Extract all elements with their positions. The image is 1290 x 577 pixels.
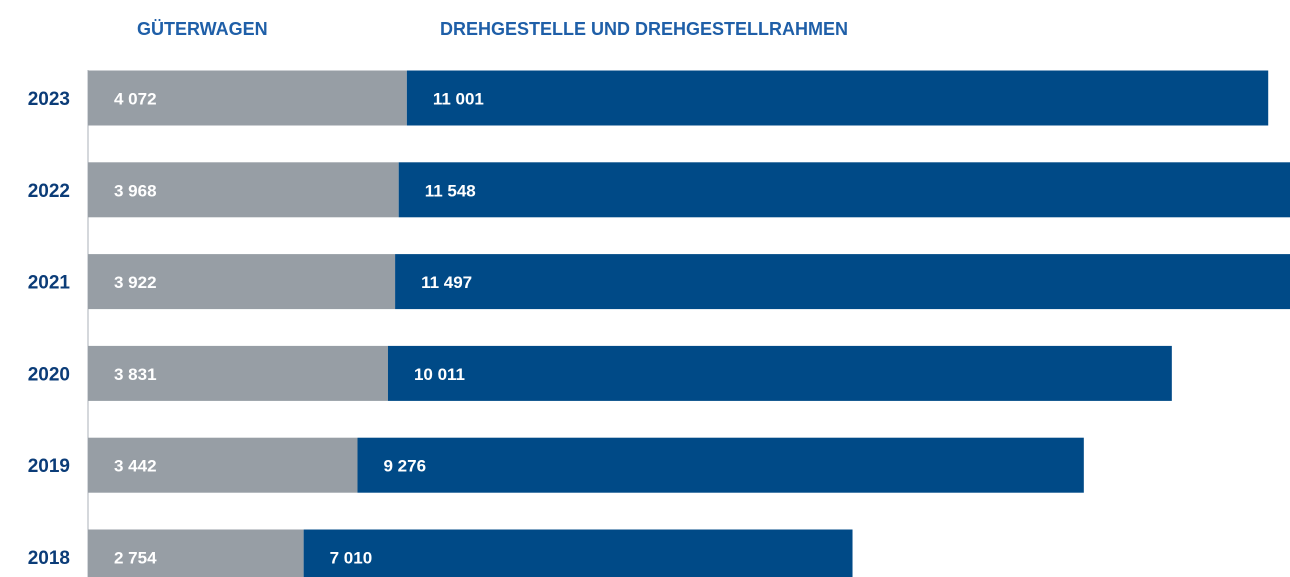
legend-label: DREHGESTELLE UND DREHGESTELLRAHMEN <box>440 19 848 39</box>
bar-segment <box>395 254 1290 310</box>
value-label: 11 497 <box>421 273 472 292</box>
bar-segment <box>398 162 1290 218</box>
value-label: 7 010 <box>330 548 373 567</box>
value-label: 2 754 <box>114 548 157 567</box>
bar-segment <box>88 254 396 310</box>
value-label: 9 276 <box>384 457 427 476</box>
bar-segment <box>406 70 1269 126</box>
y-tick-label: 2020 <box>28 364 70 385</box>
value-label: 11 548 <box>425 181 476 200</box>
bar-segment <box>88 529 304 577</box>
value-label: 4 072 <box>114 89 157 108</box>
y-tick-label: 2023 <box>28 89 70 110</box>
value-label: 10 011 <box>414 365 465 384</box>
y-tick-label: 2022 <box>28 181 70 202</box>
bar-segment <box>357 437 1084 493</box>
bar-segment <box>88 437 358 493</box>
bar-segment <box>303 529 853 577</box>
bar-segment <box>88 70 407 126</box>
value-label: 3 922 <box>114 273 157 292</box>
value-label: 3 968 <box>114 181 157 200</box>
bar-segment <box>88 345 388 401</box>
bar-segment <box>387 345 1172 401</box>
value-label: 3 831 <box>114 365 157 384</box>
value-label: 11 001 <box>433 89 484 108</box>
legend-label: GÜTERWAGEN <box>137 19 268 39</box>
bar-segment <box>88 162 399 218</box>
y-tick-label: 2021 <box>28 273 71 294</box>
value-label: 3 442 <box>114 457 157 476</box>
y-tick-label: 2018 <box>28 548 70 569</box>
y-tick-label: 2019 <box>28 456 70 477</box>
